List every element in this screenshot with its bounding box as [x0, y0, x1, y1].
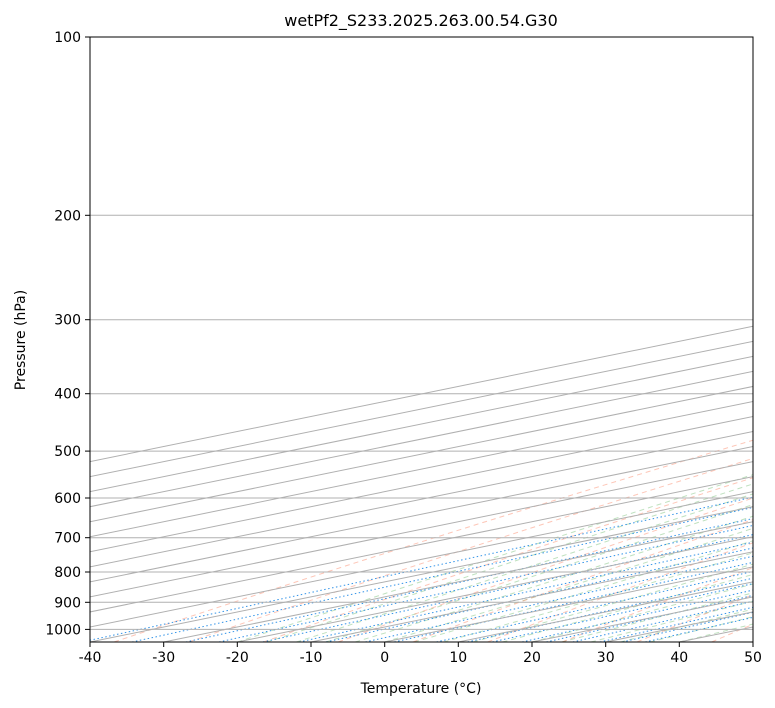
y-tick-label: 1000 — [45, 622, 81, 638]
x-tick-label: 20 — [523, 650, 541, 666]
mixing-ratio-line — [436, 570, 753, 642]
isotherm-gridline — [90, 446, 753, 583]
x-tick-label: 0 — [380, 650, 389, 666]
x-tick-label: 30 — [597, 650, 615, 666]
y-tick-label: 400 — [54, 387, 81, 403]
dry-adiabat — [113, 439, 753, 642]
isotherm-gridline — [90, 431, 753, 568]
moist-adiabat — [237, 474, 753, 642]
isotherm-gridline — [90, 491, 753, 628]
moist-adiabat — [296, 493, 753, 642]
dry-adiabat — [412, 519, 753, 642]
x-tick-label: -30 — [152, 650, 175, 666]
y-tick-label: 500 — [54, 444, 81, 460]
plot-frame — [89, 36, 754, 643]
isotherm-gridline — [90, 506, 753, 642]
y-tick-label: 800 — [54, 565, 81, 581]
y-tick-label: 700 — [54, 531, 81, 547]
y-axis-label: Pressure (hPa) — [13, 290, 29, 390]
isotherm-gridline — [90, 415, 753, 553]
mixing-ratio-line — [325, 547, 753, 642]
x-tick-label: 40 — [670, 650, 688, 666]
x-tick-label: 50 — [744, 650, 762, 666]
dry-adiabat — [487, 542, 753, 642]
y-tick-label: 200 — [54, 208, 81, 224]
isotherm-gridline — [90, 325, 753, 463]
x-tick-label: -40 — [79, 650, 102, 666]
x-tick-label: -20 — [226, 650, 249, 666]
chart-title: wetPf2_S233.2025.263.00.54.G30 — [284, 11, 558, 31]
y-axis-ticks: 100 200 300 400 500 600 700 800 900 1000 — [45, 30, 90, 638]
moist-adiabat — [266, 483, 753, 642]
grid-lines — [90, 37, 753, 642]
moist-adiabat — [502, 573, 753, 642]
y-tick-label: 600 — [54, 491, 81, 507]
mixing-ratio-line — [299, 541, 753, 642]
isotherm-gridline — [237, 536, 753, 642]
x-axis-ticks: -40 -30 -20 -10 0 10 20 30 40 50 — [79, 642, 762, 666]
moist-adiabat — [384, 527, 753, 642]
y-tick-label: 900 — [54, 595, 81, 611]
dry-adiabat — [263, 477, 753, 642]
isotherm-gridline — [90, 476, 753, 613]
y-tick-label: 100 — [54, 30, 81, 46]
isotherm-gridline — [163, 521, 753, 642]
moist-adiabat — [531, 583, 753, 642]
mixing-ratio-line — [365, 555, 753, 642]
y-tick-label: 300 — [54, 313, 81, 329]
dry-adiabat — [188, 457, 753, 642]
x-tick-label: 10 — [449, 650, 467, 666]
mixing-ratio-line — [131, 506, 753, 642]
isotherm-gridline — [90, 461, 753, 598]
x-tick-label: -10 — [300, 650, 323, 666]
x-axis-label: Temperature (°C) — [360, 681, 482, 697]
